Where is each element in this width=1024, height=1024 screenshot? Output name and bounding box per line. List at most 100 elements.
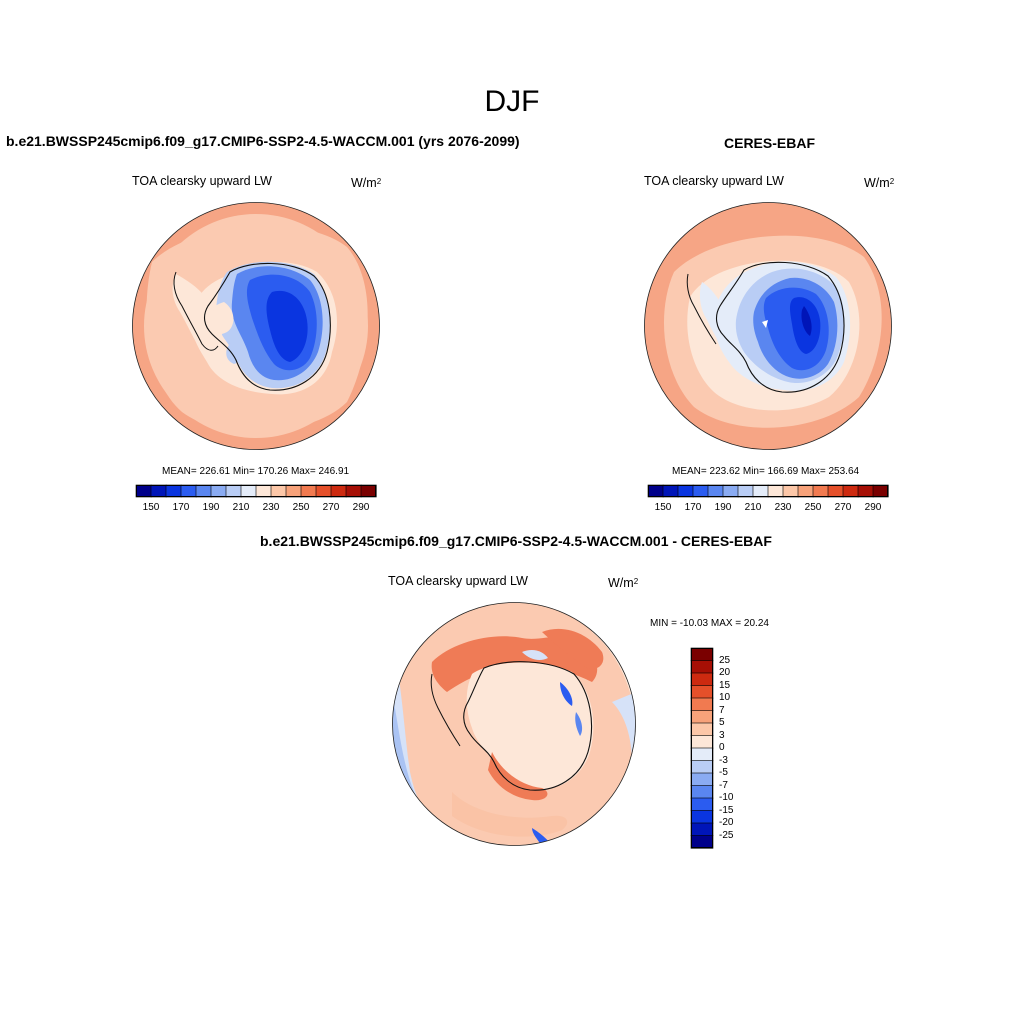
model-colorbar-tick-label: 250 (292, 502, 310, 513)
model-colorbar-swatch (180, 484, 197, 498)
obs-colorbar-tick-label: 250 (804, 502, 822, 513)
diff-colorbar-swatch (690, 835, 714, 849)
diff-colorbar-swatch (690, 735, 714, 749)
model-colorbar-swatch (255, 484, 272, 498)
obs-colorbar-tick-label: 170 (684, 502, 702, 513)
diff-colorbar-swatch (690, 722, 714, 737)
diff-colorbar-swatch (690, 785, 714, 799)
obs-colorbar-tick-label: 150 (654, 502, 672, 513)
obs-colorbar-swatch (767, 484, 784, 498)
diff-colorbar-tick-label: -25 (719, 829, 734, 841)
obs-colorbar-swatch (827, 484, 844, 498)
figure-title: DJF (484, 85, 540, 118)
diff-colorbar-tick-label: -3 (719, 754, 728, 766)
obs-colorbar-swatch (707, 484, 724, 498)
model-colorbar-swatch (285, 484, 302, 498)
model-stats: MEAN= 226.61 Min= 170.26 Max= 246.91 (162, 466, 350, 477)
obs-colorbar-swatches (647, 484, 889, 498)
model-colorbar-tick-label: 230 (262, 502, 280, 513)
diff-colorbar-swatch (690, 760, 714, 774)
obs-colorbar-tick-label: 290 (864, 502, 882, 513)
diff-colorbar-tick-label: -7 (719, 779, 728, 791)
diff-colorbar-tick-label: 20 (719, 667, 731, 678)
model-colorbar-tick-label: 210 (232, 502, 250, 513)
diff-colorbar-tick-label: 10 (719, 692, 731, 703)
model-variable-title: TOA clearsky upward LW (132, 174, 272, 188)
model-colorbar-tick-label: 290 (352, 502, 370, 513)
model-colorbar-tick-label: 270 (322, 502, 340, 513)
model-colorbar-swatch (165, 484, 182, 498)
obs-colorbar-swatch (842, 484, 859, 498)
diff-colorbar-tick-label: -10 (719, 792, 734, 803)
diff-colorbar-tick-label: 3 (719, 729, 725, 741)
obs-colorbar-swatch (857, 484, 874, 498)
diff-colorbar-tick-label: 5 (719, 717, 725, 728)
obs-colorbar-tick-label: 210 (744, 502, 762, 513)
obs-colorbar-swatch (692, 484, 709, 498)
model-case-title: b.e21.BWSSP245cmip6.f09_g17.CMIP6-SSP2-4… (6, 133, 520, 149)
diff-colorbar-swatch (690, 647, 714, 662)
diff-colorbar-tick-label: -5 (719, 767, 728, 778)
diff-colorbar-tick-label: -20 (719, 817, 734, 828)
obs-colorbar-swatch (812, 484, 829, 498)
model-colorbar-swatch (360, 484, 377, 498)
obs-colorbar-swatch (872, 484, 889, 498)
model-polar-map (132, 202, 380, 450)
diff-polar-map (392, 602, 636, 846)
obs-colorbar-swatch (722, 484, 739, 498)
obs-colorbar-swatch (662, 484, 679, 498)
diff-colorbar-swatch (690, 772, 714, 787)
model-colorbar-swatches (135, 484, 377, 498)
model-units: W/m2 (351, 176, 382, 190)
obs-variable-title: TOA clearsky upward LW (644, 174, 784, 188)
model-colorbar-tick-label: 170 (172, 502, 190, 513)
model-colorbar-swatch (150, 484, 167, 498)
model-colorbar-swatch (135, 484, 152, 498)
diff-colorbar (690, 647, 714, 849)
diff-colorbar-swatches (690, 647, 714, 849)
obs-colorbar (647, 484, 889, 498)
model-colorbar-swatch (330, 484, 347, 498)
diff-colorbar-tick-label: -15 (719, 804, 734, 816)
model-colorbar-tick-label: 190 (202, 502, 220, 513)
obs-colorbar-swatch (782, 484, 799, 498)
obs-colorbar-tick-label: 190 (714, 502, 732, 513)
obs-units: W/m2 (864, 176, 895, 190)
diff-colorbar-swatch (690, 747, 714, 762)
diff-colorbar-swatch (690, 672, 714, 687)
diff-colorbar-swatch (690, 660, 714, 674)
obs-colorbar-swatch (677, 484, 694, 498)
diff-colorbar-swatch (690, 710, 714, 724)
diff-units: W/m2 (608, 576, 639, 590)
obs-stats: MEAN= 223.62 Min= 166.69 Max= 253.64 (672, 466, 860, 477)
model-colorbar-swatch (300, 484, 317, 498)
model-colorbar-swatch (240, 484, 257, 498)
obs-colorbar-swatch (647, 484, 664, 498)
model-colorbar-swatch (225, 484, 242, 498)
diff-case-title: b.e21.BWSSP245cmip6.f09_g17.CMIP6-SSP2-4… (260, 533, 772, 549)
obs-colorbar-swatch (737, 484, 754, 498)
diff-colorbar-tick-label: 25 (719, 654, 731, 666)
obs-colorbar-tick-label: 270 (834, 502, 852, 513)
model-colorbar-swatch (210, 484, 227, 498)
diff-stats: MIN = -10.03 MAX = 20.24 (650, 618, 769, 629)
diff-colorbar-swatch (690, 822, 714, 837)
model-colorbar-swatch (345, 484, 362, 498)
model-colorbar-tick-label: 150 (142, 502, 160, 513)
diff-colorbar-tick-label: 7 (719, 704, 725, 716)
obs-colorbar-tick-label: 230 (774, 502, 792, 513)
model-colorbar (135, 484, 377, 498)
diff-colorbar-tick-label: 0 (719, 742, 725, 753)
obs-colorbar-swatch (797, 484, 814, 498)
diff-colorbar-swatch (690, 685, 714, 699)
diff-colorbar-swatch (690, 697, 714, 712)
model-colorbar-swatch (315, 484, 332, 498)
diff-colorbar-swatch (690, 797, 714, 812)
diff-colorbar-tick-label: 15 (719, 679, 731, 691)
diff-variable-title: TOA clearsky upward LW (388, 574, 528, 588)
obs-colorbar-swatch (752, 484, 769, 498)
model-colorbar-swatch (195, 484, 212, 498)
obs-polar-map (644, 202, 892, 450)
obs-case-title: CERES-EBAF (724, 135, 816, 151)
diff-colorbar-swatch (690, 810, 714, 824)
